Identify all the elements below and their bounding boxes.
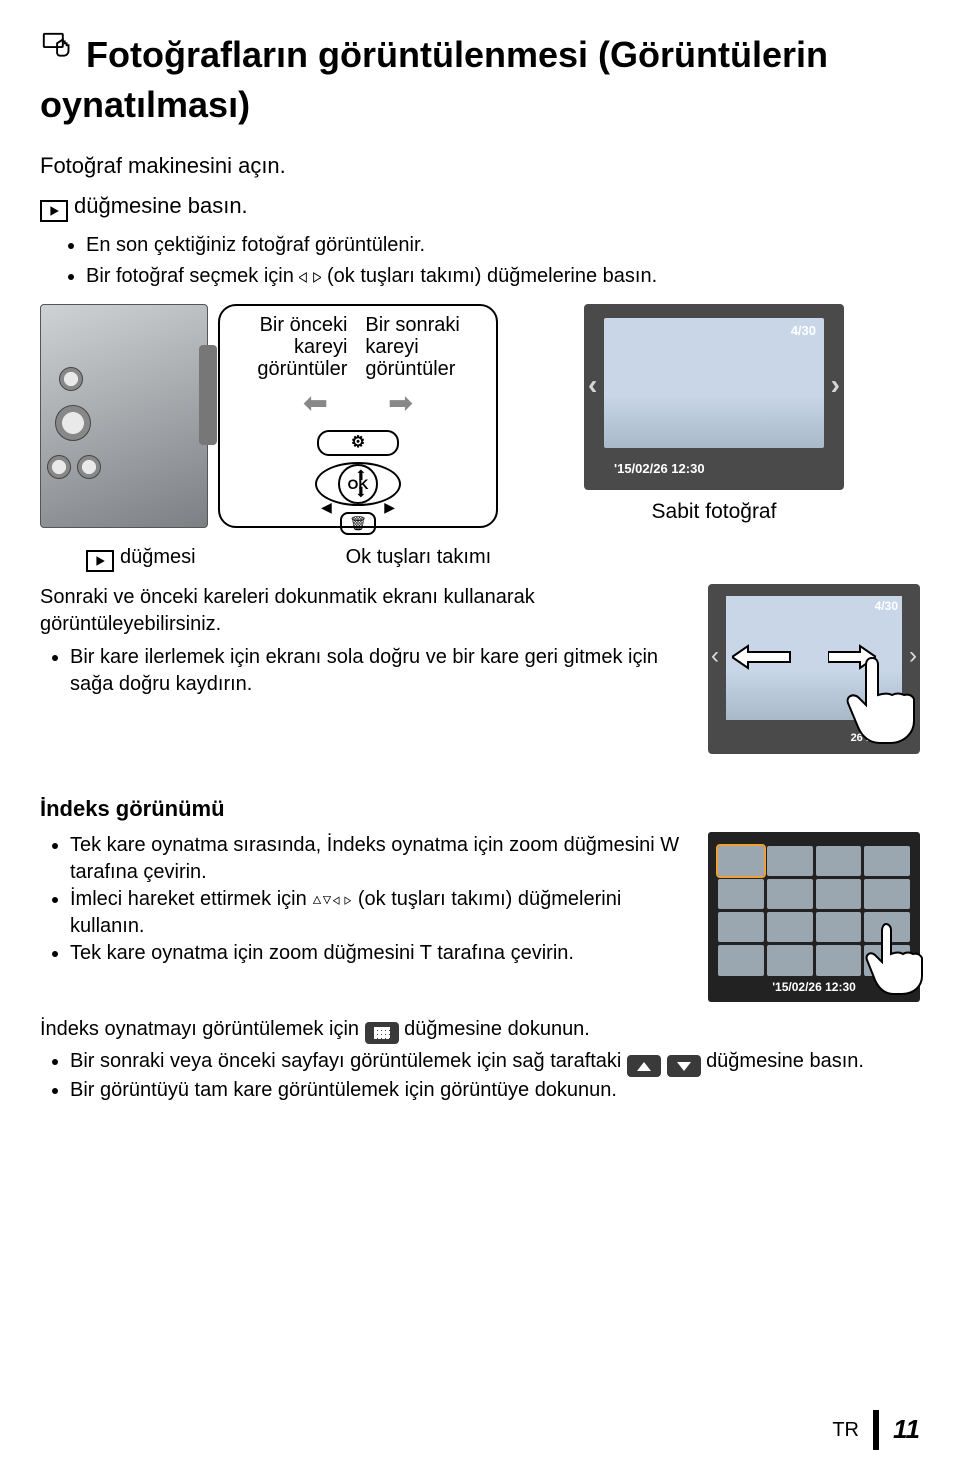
touch-swipe-para: Sonraki ve önceki kareleri dokunmatik ek… xyxy=(40,584,688,638)
arrow-pad-diagram: Bir önceki kareyi görüntüler Bir sonraki… xyxy=(218,304,498,528)
left-right-arrows-icon xyxy=(299,265,321,281)
step-bullets: En son çektiğiniz fotoğraf görüntülenir.… xyxy=(40,232,920,290)
udlr-arrows-icon xyxy=(312,888,352,904)
page-number: 11 xyxy=(893,1412,920,1447)
still-photo-caption: Sabit fotoğraf xyxy=(652,498,777,526)
caption-row: düğmesi Ok tuşları takımı xyxy=(86,544,920,572)
page-title: Fotoğrafların görüntülenmesi (Görüntüler… xyxy=(40,30,920,81)
page-up-icon xyxy=(627,1055,661,1077)
index-view-section: Tek kare oynatma sırasında, İndeks oynat… xyxy=(40,832,920,1002)
preview-datetime: '15/02/26 12:30 xyxy=(614,460,705,478)
touch-preview: 4/30 ‹ › 26 12:30 xyxy=(708,584,920,754)
swipe-left-arrow-icon xyxy=(732,644,792,670)
index-touch-para: İndeks oynatmayı görüntülemek için düğme… xyxy=(40,1016,920,1044)
grid-icon xyxy=(365,1022,399,1044)
camera-back-illustration xyxy=(40,304,208,528)
top-tab-icon: ⚙ xyxy=(317,430,399,456)
finger-icon xyxy=(842,650,920,754)
playback-button-icon xyxy=(40,200,68,222)
camera-play-btn-icon xyxy=(59,367,83,391)
index-bullet-zoom-w: Tek kare oynatma sırasında, İndeks oynat… xyxy=(70,832,688,886)
next-frame-label: Bir sonraki kareyi görüntüler xyxy=(365,314,486,380)
touch-swipe-section: Sonraki ve önceki kareleri dokunmatik ek… xyxy=(40,584,920,754)
figure-row: Bir önceki kareyi görüntüler Bir sonraki… xyxy=(40,304,920,528)
prev-frame-label: Bir önceki kareyi görüntüler xyxy=(230,314,347,380)
prev-chevron-icon: ‹ xyxy=(588,366,597,404)
bullet-last-photo: En son çektiğiniz fotoğraf görüntülenir. xyxy=(86,232,920,259)
frame-counter: 4/30 xyxy=(791,322,816,340)
camera-info-btn-icon xyxy=(77,455,101,479)
index-bullet-move-cursor: İmleci hareket ettirmek için (ok tuşları… xyxy=(70,886,688,940)
camera-menu-btn-icon xyxy=(47,455,71,479)
bullet-select-photo: Bir fotoğraf seçmek için (ok tuşları tak… xyxy=(86,263,920,290)
next-chevron-icon: › xyxy=(831,366,840,404)
arrow-pad-caption: Ok tuşları takımı xyxy=(346,544,492,571)
trash-button-icon: 🗑 xyxy=(340,512,376,535)
index-page-bullet: Bir sonraki veya önceki sayfayı görüntül… xyxy=(70,1048,920,1078)
step-press-play: düğmesine basın. xyxy=(40,191,920,222)
title-text-1: Fotoğrafların görüntülenmesi (Görüntüler… xyxy=(86,31,828,80)
camera-ok-pad-icon xyxy=(55,405,91,441)
page-footer: TR 11 xyxy=(832,1410,920,1450)
page-down-icon xyxy=(667,1055,701,1077)
finger-icon xyxy=(860,918,926,1008)
ok-pad-icon: OK ⬆ ⬇ ◀ ▶ xyxy=(315,462,401,506)
index-thumbnails: '15/02/26 12:30 xyxy=(708,832,920,1002)
frame-counter: 4/30 xyxy=(875,598,898,614)
touch-swipe-bullet: Bir kare ilerlemek için ekranı sola doğr… xyxy=(70,644,688,698)
step-open-camera: Fotoğraf makinesini açın. xyxy=(40,151,920,181)
play-button-caption: düğmesi xyxy=(86,544,196,572)
lang-code: TR xyxy=(832,1417,859,1444)
playback-button-icon xyxy=(86,550,114,572)
prev-chevron-icon: ‹ xyxy=(711,640,719,672)
grid-datetime: '15/02/26 12:30 xyxy=(772,979,856,995)
index-view-heading: İndeks görünümü xyxy=(40,794,920,824)
step-press-play-label: düğmesine basın. xyxy=(74,193,248,218)
title-text-2: oynatılması) xyxy=(40,81,920,130)
footer-divider xyxy=(873,1410,879,1450)
index-fullframe-bullet: Bir görüntüyü tam kare görüntülemek için… xyxy=(70,1077,920,1104)
prev-next-arrows-icon: ⬅➡ xyxy=(303,384,413,425)
touch-icon xyxy=(40,30,78,81)
index-bullet-zoom-t: Tek kare oynatma için zoom düğmesini T t… xyxy=(70,940,688,967)
playback-preview: 4/30 ‹ › '15/02/26 12:30 xyxy=(584,304,844,490)
